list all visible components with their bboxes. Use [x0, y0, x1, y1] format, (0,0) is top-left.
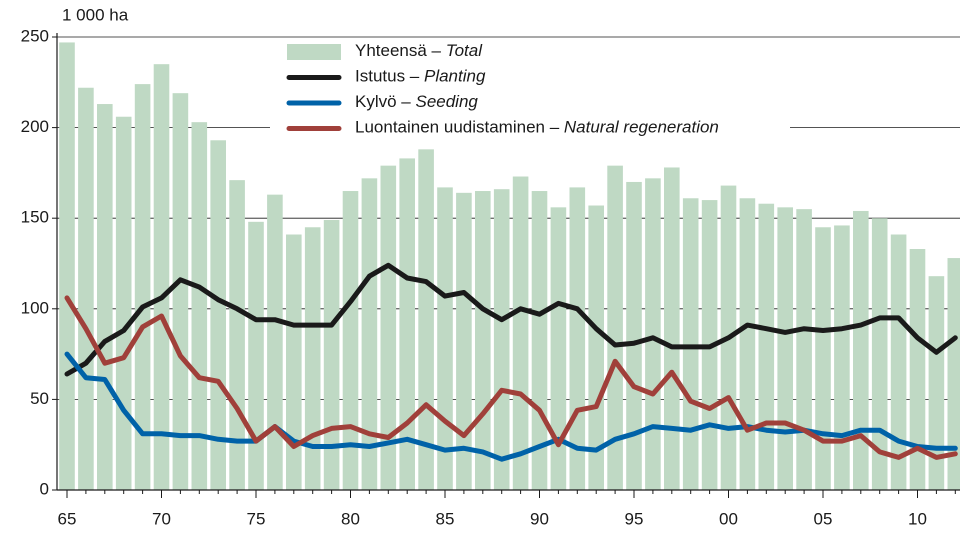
x-tick-label: 90: [530, 509, 549, 528]
bar: [739, 198, 756, 490]
bar: [871, 218, 888, 490]
legend-label: Luontainen uudistaminen – Natural regene…: [355, 118, 719, 137]
y-tick-label: 200: [21, 117, 49, 136]
bar: [796, 209, 812, 490]
bar: [758, 203, 775, 491]
bar: [380, 165, 397, 491]
bar: [664, 167, 680, 491]
x-tick-label: 70: [152, 509, 171, 528]
bar: [361, 178, 378, 490]
bar: [550, 207, 567, 490]
y-tick-label: 0: [40, 479, 49, 498]
bar: [456, 192, 472, 490]
line: [64, 262, 958, 377]
x-tick-label: 95: [625, 509, 644, 528]
bar: [607, 165, 623, 491]
y-tick-label: 50: [30, 389, 49, 408]
bar: [59, 42, 75, 490]
bar: [304, 227, 321, 490]
bar: [191, 122, 208, 490]
x-tick-label: 10: [908, 509, 927, 528]
x-tick-label: 00: [719, 509, 738, 528]
bar: [437, 187, 453, 490]
x-tick-label: 75: [247, 509, 266, 528]
legend-swatch: [287, 44, 341, 60]
x-tick-label: 80: [341, 509, 360, 528]
bar: [115, 116, 132, 490]
bar: [267, 194, 283, 491]
bar: [947, 258, 960, 490]
bar: [909, 249, 926, 490]
y-tick-label: 250: [21, 26, 49, 45]
bar: [342, 191, 359, 490]
legend-label: Kylvö – Seeding: [355, 92, 478, 111]
bar: [928, 276, 945, 490]
y-tick-label: 100: [21, 298, 49, 317]
bar: [815, 227, 831, 490]
x-tick-label: 05: [814, 509, 833, 528]
bar: [512, 176, 529, 491]
bar: [777, 207, 793, 490]
bar: [890, 234, 907, 490]
bar: [588, 205, 604, 491]
bar: [493, 189, 510, 490]
bar: [97, 104, 113, 490]
y-tick-label: 150: [21, 208, 49, 227]
bar: [645, 178, 661, 490]
x-tick-label: 85: [436, 509, 455, 528]
bar: [418, 149, 434, 490]
bar: [153, 64, 170, 491]
bar: [78, 87, 94, 491]
bar: [834, 225, 850, 490]
legend-box: [270, 38, 790, 138]
bar: [682, 198, 699, 490]
bar: [286, 234, 302, 490]
bar: [626, 181, 642, 490]
bar: [399, 158, 415, 491]
bar: [853, 210, 869, 490]
legend-label: Istutus – Planting: [355, 67, 486, 86]
bar: [134, 84, 151, 490]
bar: [323, 220, 340, 490]
x-tick-label: 65: [58, 509, 77, 528]
bar: [172, 93, 189, 490]
y-axis-label: 1 000 ha: [62, 5, 129, 24]
legend-label: Yhteensä – Total: [355, 41, 483, 60]
bar: [210, 140, 226, 490]
bar: [248, 221, 264, 490]
bar: [475, 191, 491, 490]
line: [64, 295, 958, 460]
